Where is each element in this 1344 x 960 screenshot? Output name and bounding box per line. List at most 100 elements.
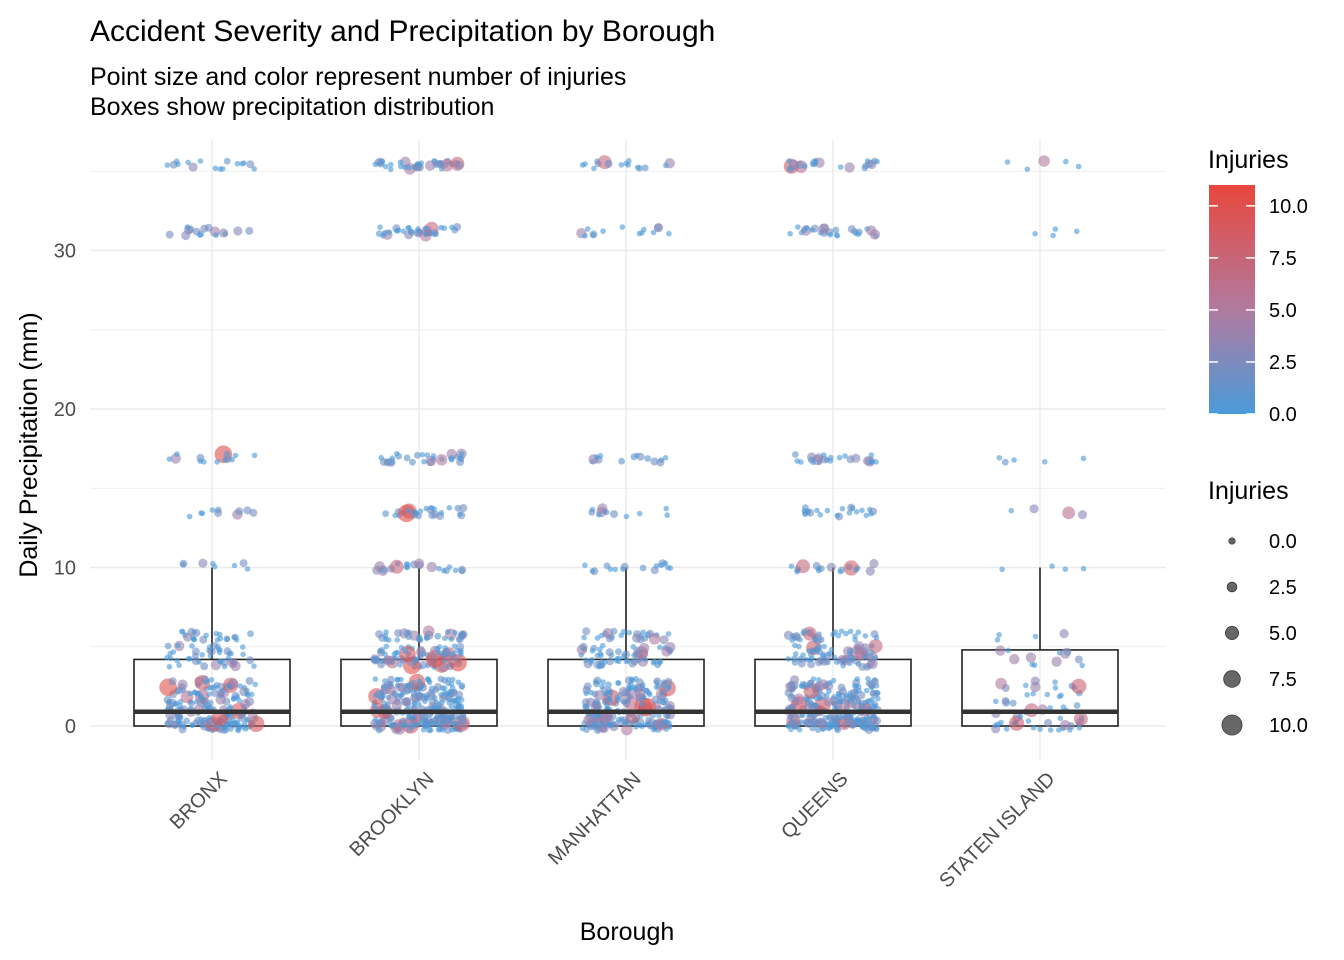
- data-point: [582, 703, 589, 711]
- data-point: [179, 559, 188, 568]
- data-point: [214, 459, 220, 465]
- y-axis-ticks: 0 10 20 30: [54, 241, 76, 739]
- data-point: [223, 635, 231, 643]
- data-point: [607, 566, 614, 572]
- data-point: [434, 646, 440, 652]
- data-point: [187, 690, 193, 697]
- size-legend-key: [1226, 581, 1238, 593]
- data-point: [1062, 506, 1075, 520]
- data-point: [581, 634, 587, 641]
- data-point: [456, 642, 465, 651]
- data-point: [862, 726, 869, 732]
- data-point: [415, 512, 422, 520]
- data-point: [240, 651, 246, 658]
- data-point: [824, 692, 830, 699]
- data-point: [596, 663, 602, 670]
- data-point: [808, 456, 815, 464]
- data-point: [623, 160, 630, 167]
- data-point: [787, 230, 793, 237]
- data-point: [379, 158, 386, 165]
- data-point: [1057, 715, 1064, 722]
- data-point: [613, 657, 620, 664]
- data-point: [449, 689, 458, 697]
- data-point: [1011, 457, 1017, 463]
- data-point: [621, 653, 627, 659]
- data-point: [873, 689, 881, 697]
- y-axis-title: Daily Precipitation (mm): [15, 312, 43, 577]
- data-point: [847, 628, 854, 635]
- data-point: [219, 228, 229, 238]
- data-point: [848, 698, 854, 704]
- data-point: [1008, 507, 1015, 514]
- data-point: [812, 561, 821, 570]
- data-point: [383, 655, 394, 666]
- data-point: [819, 223, 830, 233]
- data-point: [663, 718, 669, 725]
- x-tick-label: QUEENS: [777, 768, 852, 843]
- data-point: [836, 695, 842, 701]
- data-point: [235, 727, 242, 734]
- data-point: [372, 161, 379, 168]
- data-point: [632, 633, 642, 643]
- data-point: [411, 713, 417, 720]
- data-point: [1052, 226, 1059, 232]
- data-point: [393, 650, 399, 656]
- data-point: [406, 225, 412, 231]
- data-point: [451, 643, 458, 649]
- data-point: [867, 649, 875, 657]
- data-point: [433, 231, 439, 238]
- data-point: [665, 631, 672, 637]
- data-point: [423, 634, 430, 641]
- x-tick-label: MANHATTAN: [544, 768, 645, 869]
- data-point: [243, 506, 252, 515]
- data-point: [1032, 230, 1038, 237]
- data-point: [809, 227, 816, 233]
- data-point: [1047, 727, 1054, 733]
- data-point: [593, 679, 599, 685]
- data-point: [231, 633, 239, 641]
- grid-lines: [90, 140, 1166, 760]
- size-legend-key: [1225, 626, 1239, 640]
- data-point: [806, 648, 812, 654]
- data-point: [1009, 699, 1017, 707]
- size-legend-label: 2.5: [1269, 577, 1297, 599]
- data-point: [166, 456, 173, 462]
- data-point: [449, 224, 455, 231]
- data-point: [1049, 563, 1055, 569]
- data-point: [434, 632, 442, 640]
- data-point: [588, 509, 596, 516]
- data-point: [411, 509, 418, 515]
- data-point: [1023, 682, 1029, 689]
- data-point: [663, 505, 669, 512]
- data-point: [419, 452, 426, 458]
- data-point: [213, 232, 219, 238]
- data-point: [641, 164, 649, 172]
- data-point: [183, 632, 193, 642]
- data-point: [651, 658, 658, 665]
- data-point: [426, 561, 437, 573]
- data-point: [653, 563, 660, 569]
- data-point: [188, 162, 198, 172]
- data-point: [1030, 676, 1040, 686]
- data-point: [814, 507, 820, 514]
- data-point: [380, 700, 388, 708]
- data-point: [648, 633, 661, 645]
- data-point: [593, 454, 600, 460]
- data-point: [225, 655, 232, 661]
- data-point: [453, 223, 462, 231]
- data-point: [457, 649, 464, 655]
- data-point: [653, 684, 660, 691]
- data-point: [187, 655, 193, 662]
- data-point: [176, 662, 182, 668]
- data-point: [794, 458, 800, 464]
- data-point: [458, 565, 467, 574]
- data-point: [790, 681, 799, 690]
- data-point: [639, 701, 645, 707]
- data-point: [821, 643, 827, 650]
- data-point: [1041, 459, 1048, 465]
- data-point: [1024, 166, 1031, 172]
- data-point: [665, 564, 671, 571]
- data-point: [209, 507, 216, 513]
- data-point: [653, 677, 662, 686]
- data-point: [433, 683, 442, 691]
